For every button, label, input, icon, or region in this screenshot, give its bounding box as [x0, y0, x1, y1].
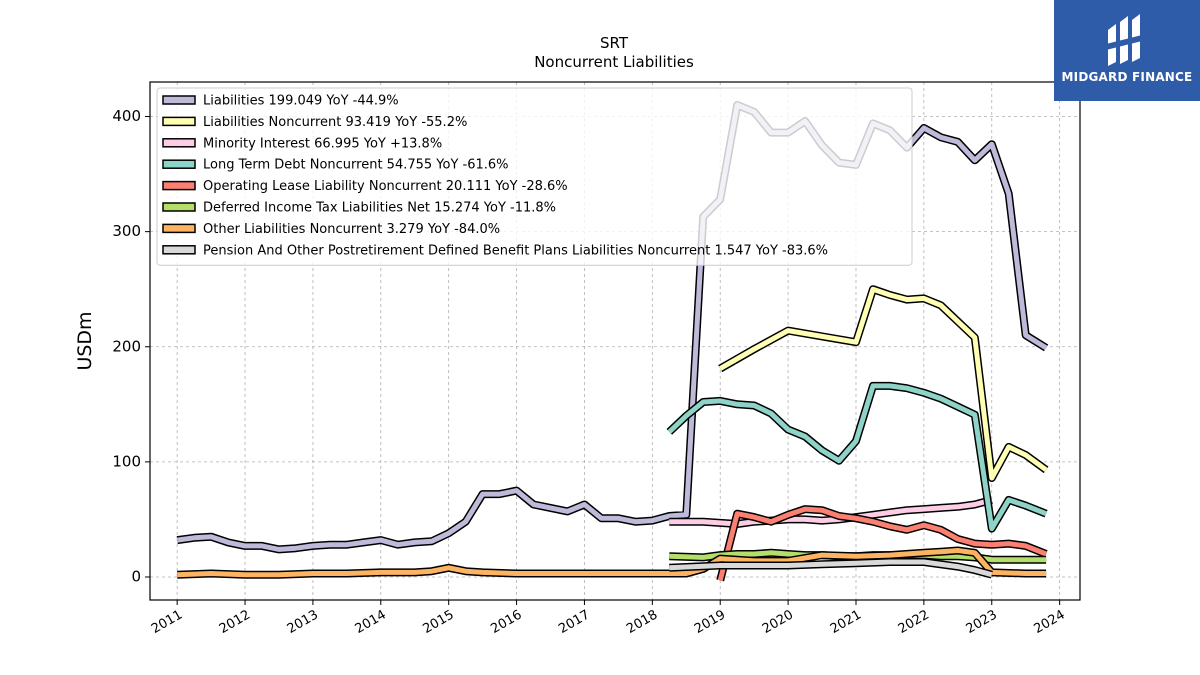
legend-label: Long Term Debt Noncurrent 54.755 YoY -61…	[203, 158, 509, 173]
y-tick-label: 100	[112, 452, 141, 470]
series-line	[718, 286, 1048, 481]
legend-frame	[156, 87, 913, 266]
series-2	[669, 496, 993, 528]
brand-logo: MIDGARD FINANCE	[1054, 0, 1200, 101]
legend-swatch	[162, 159, 196, 169]
legend: Liabilities 199.049 YoY -44.9% Liabilitie…	[156, 87, 913, 266]
series-6	[177, 546, 1047, 579]
series-4	[716, 505, 1048, 582]
legend-label: Other Liabilities Noncurrent 3.279 YoY -…	[203, 222, 500, 237]
y-tick-label: 400	[112, 107, 141, 125]
series-3	[666, 381, 1048, 533]
legend-label: Pension And Other Postretirement Defined…	[203, 243, 828, 258]
legend-label: Deferred Income Tax Liabilities Net 15.2…	[203, 201, 556, 216]
series-line	[667, 383, 1048, 532]
series-line	[669, 559, 993, 578]
legend-swatch	[162, 223, 196, 234]
legend-label: Minority Interest 66.995 YoY +13.8%	[203, 136, 442, 151]
legend-label: Liabilities 199.049 YoY -44.9%	[203, 94, 399, 109]
legend-swatch	[162, 245, 196, 255]
series-line	[669, 497, 993, 527]
legend-label: Liabilities Noncurrent 93.419 YoY -55.2%	[203, 115, 467, 130]
y-axis-label: USDm	[74, 311, 96, 370]
plot-frame	[149, 81, 1081, 601]
series-line	[717, 506, 1048, 582]
y-axis-ticks: 0 100 200 300 400	[112, 107, 150, 585]
y-tick-label: 200	[112, 337, 141, 355]
y-tick-label: 300	[112, 222, 141, 240]
series-1	[718, 285, 1049, 482]
legend-swatch	[162, 95, 196, 105]
chart-title: SRT	[600, 34, 629, 52]
brand-name: MIDGARD FINANCE	[1061, 70, 1193, 84]
legend-swatch	[162, 116, 196, 127]
midgard-logo-icon	[1106, 14, 1146, 66]
series-7	[669, 558, 993, 579]
legend-label: Operating Lease Liability Noncurrent 20.…	[203, 179, 568, 194]
chart-subtitle: Noncurrent Liabilities	[534, 53, 694, 71]
legend-swatch	[162, 138, 196, 148]
y-tick-label: 0	[131, 567, 141, 585]
legend-swatch	[162, 202, 196, 212]
series-line	[177, 548, 1047, 578]
legend-swatch	[162, 180, 196, 191]
